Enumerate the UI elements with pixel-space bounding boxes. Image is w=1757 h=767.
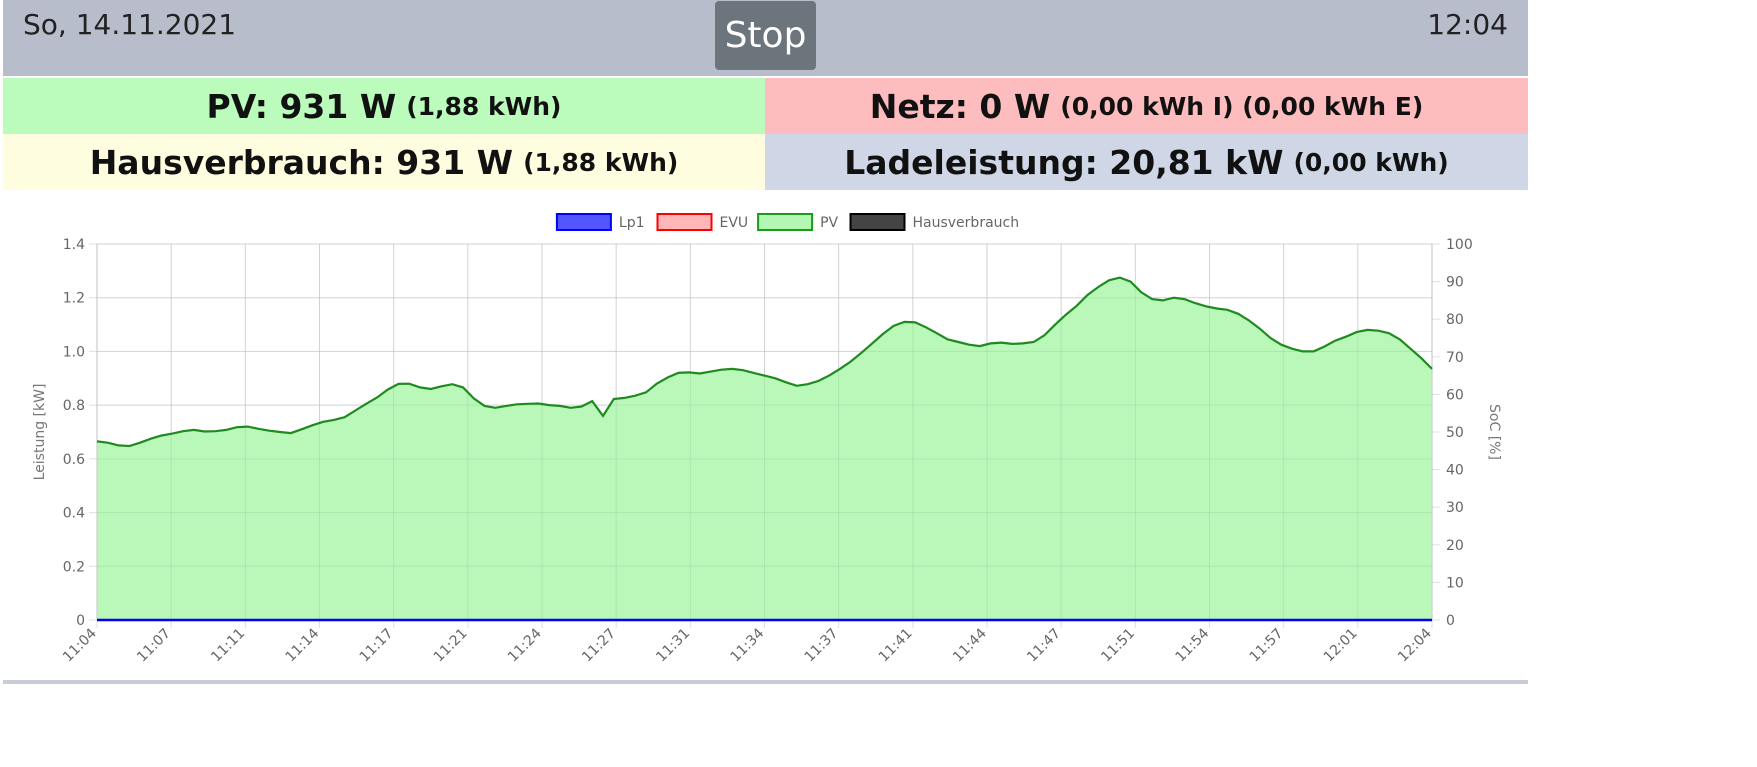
y2-tick-label: 70 bbox=[1446, 350, 1464, 366]
y-tick-label: 0.6 bbox=[63, 452, 85, 468]
top-bar: So, 14.11.2021 Stop 12:04 bbox=[3, 0, 1528, 76]
y-tick-label: 1.2 bbox=[63, 291, 85, 307]
power-chart: 0 0.2 0.4 0.6 0.8 1.0 1.2 1.4 0 10 20 30 40 50 60 70 80 9… bbox=[0, 200, 1540, 680]
y-tick-label: 1.4 bbox=[63, 237, 85, 253]
y2-axis-label: SoC [%] bbox=[1486, 404, 1502, 460]
y2-tick-label: 50 bbox=[1446, 425, 1464, 441]
pv-tile: PV: 931 W (1,88 kWh) bbox=[3, 78, 765, 134]
x-tick-label: 11:41 bbox=[876, 626, 916, 666]
legend-swatch-evu bbox=[656, 213, 713, 231]
hausverbrauch-tile: Hausverbrauch: 931 W (1,88 kWh) bbox=[3, 134, 765, 190]
ladeleistung-energy: (0,00 kWh) bbox=[1293, 147, 1449, 177]
y-tick-label: 0.4 bbox=[63, 506, 85, 522]
x-tick-label: 12:01 bbox=[1321, 626, 1361, 666]
ladeleistung-power: Ladeleistung: 20,81 kW bbox=[844, 142, 1284, 182]
pv-energy: (1,88 kWh) bbox=[406, 91, 562, 121]
pv-line bbox=[96, 276, 1433, 448]
chart-svg: 0 0.2 0.4 0.6 0.8 1.0 1.2 1.4 0 10 20 30 40 50 60 70 80 9… bbox=[32, 213, 1502, 666]
stop-button[interactable]: Stop bbox=[715, 1, 816, 70]
x-tick-label: 11:37 bbox=[802, 626, 842, 666]
x-tick-label: 11:17 bbox=[357, 626, 397, 666]
y2-tick-label: 10 bbox=[1446, 575, 1464, 591]
netz-tile: Netz: 0 W (0,00 kWh I) (0,00 kWh E) bbox=[765, 78, 1528, 134]
y2-tick-label: 30 bbox=[1446, 500, 1464, 516]
legend-label-evu: EVU bbox=[720, 215, 749, 231]
time-display: 12:04 bbox=[1427, 8, 1508, 41]
hausverbrauch-energy: (1,88 kWh) bbox=[523, 147, 679, 177]
legend-swatch-hausverbrauch bbox=[849, 213, 906, 231]
x-tick-label: 11:21 bbox=[431, 626, 471, 666]
x-tick-label: 11:27 bbox=[579, 626, 619, 666]
x-tick-label: 11:14 bbox=[282, 625, 322, 665]
pv-area bbox=[97, 277, 1432, 620]
date-display: So, 14.11.2021 bbox=[23, 8, 237, 41]
y2-tick-label: 80 bbox=[1446, 312, 1464, 328]
x-tick-label: 11:24 bbox=[505, 625, 545, 665]
y-axis-label: Leistung [kW] bbox=[32, 384, 48, 481]
legend-swatch-lp1 bbox=[555, 213, 612, 231]
x-tick-label: 11:31 bbox=[653, 626, 693, 666]
netz-energy: (0,00 kWh I) (0,00 kWh E) bbox=[1060, 91, 1424, 121]
legend-label-lp1: Lp1 bbox=[619, 215, 645, 231]
y2-tick-label: 100 bbox=[1446, 237, 1473, 253]
x-tick-label: 11:34 bbox=[727, 625, 767, 665]
x-tick-label: 11:47 bbox=[1024, 626, 1064, 666]
y2-tick-label: 0 bbox=[1446, 613, 1455, 629]
y2-tick-label: 90 bbox=[1446, 275, 1464, 291]
y-tick-label: 0.8 bbox=[63, 398, 85, 414]
legend-label-hausverbrauch: Hausverbrauch bbox=[913, 215, 1020, 231]
y-tick-label: 1.0 bbox=[63, 344, 85, 360]
x-tick-label: 11:44 bbox=[950, 625, 990, 665]
pv-power: PV: 931 W bbox=[206, 86, 397, 126]
netz-power: Netz: 0 W bbox=[869, 86, 1051, 126]
x-tick-label: 11:57 bbox=[1247, 626, 1287, 666]
x-tick-label: 11:07 bbox=[134, 626, 174, 666]
y-tick-label: 0 bbox=[76, 613, 85, 629]
x-tick-label: 12:04 bbox=[1395, 625, 1435, 665]
y-tick-label: 0.2 bbox=[63, 559, 85, 575]
x-tick-label: 11:11 bbox=[208, 626, 248, 666]
bottom-divider bbox=[3, 680, 1528, 684]
y2-tick-label: 20 bbox=[1446, 538, 1464, 554]
ladeleistung-tile: Ladeleistung: 20,81 kW (0,00 kWh) bbox=[765, 134, 1528, 190]
x-tick-label: 11:54 bbox=[1172, 625, 1212, 665]
legend-swatch-pv bbox=[757, 213, 814, 231]
hausverbrauch-power: Hausverbrauch: 931 W bbox=[89, 142, 514, 182]
legend-label-pv: PV bbox=[820, 215, 838, 231]
y2-tick-label: 60 bbox=[1446, 387, 1464, 403]
x-tick-label: 11:51 bbox=[1098, 626, 1138, 666]
y2-tick-label: 40 bbox=[1446, 463, 1464, 479]
x-tick-label: 11:04 bbox=[60, 625, 100, 665]
